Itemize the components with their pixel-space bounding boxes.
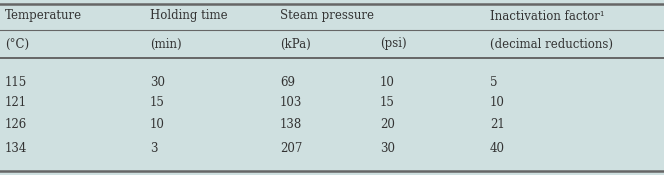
Text: Temperature: Temperature [5,9,82,23]
Text: 10: 10 [380,75,395,89]
Text: (kPa): (kPa) [280,37,311,51]
Text: Steam pressure: Steam pressure [280,9,374,23]
Text: 10: 10 [490,96,505,110]
Text: 30: 30 [150,75,165,89]
Text: 103: 103 [280,96,302,110]
Text: 40: 40 [490,142,505,155]
Text: 10: 10 [150,117,165,131]
Text: 207: 207 [280,142,302,155]
Text: 134: 134 [5,142,27,155]
Text: (psi): (psi) [380,37,406,51]
Text: 5: 5 [490,75,497,89]
Text: 15: 15 [380,96,395,110]
Text: (°C): (°C) [5,37,29,51]
Text: 15: 15 [150,96,165,110]
Text: 126: 126 [5,117,27,131]
Text: 138: 138 [280,117,302,131]
Text: 20: 20 [380,117,395,131]
Text: (min): (min) [150,37,182,51]
Text: (decimal reductions): (decimal reductions) [490,37,613,51]
Text: Holding time: Holding time [150,9,228,23]
Text: 3: 3 [150,142,157,155]
Text: 30: 30 [380,142,395,155]
Text: 115: 115 [5,75,27,89]
Text: Inactivation factor¹: Inactivation factor¹ [490,9,605,23]
Text: 21: 21 [490,117,505,131]
Text: 121: 121 [5,96,27,110]
Text: 69: 69 [280,75,295,89]
